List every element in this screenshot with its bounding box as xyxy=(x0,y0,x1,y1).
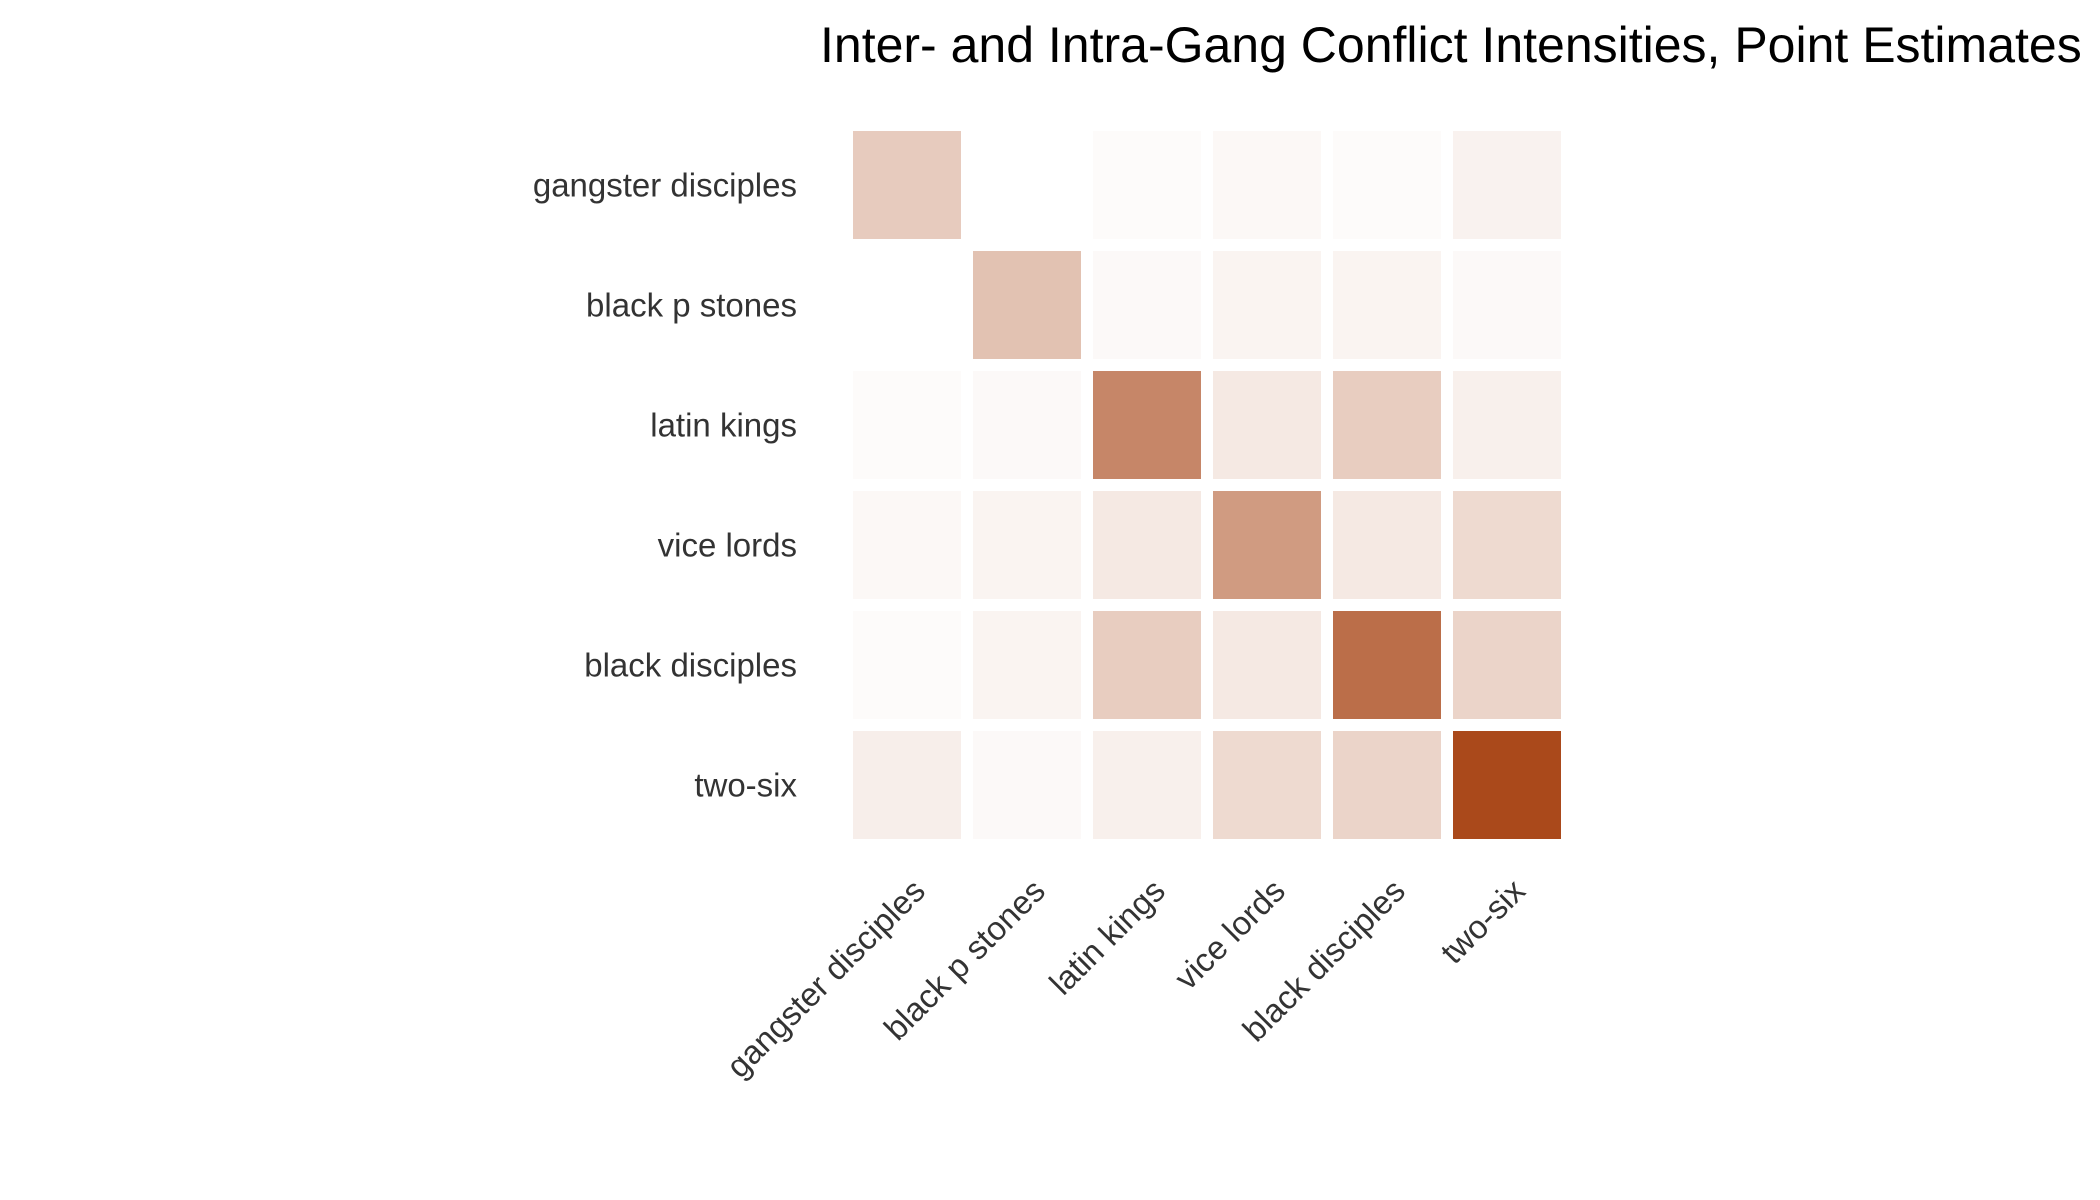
heatmap-cells xyxy=(853,131,1561,839)
heatmap-cell-gangster-disciples-x-gangster-disciples xyxy=(853,131,961,239)
y-tick-label-latin-kings: latin kings xyxy=(650,407,797,444)
heatmap-cell-two-six-x-vice-lords xyxy=(1213,731,1321,839)
heatmap-cell-latin-kings-x-gangster-disciples xyxy=(853,371,961,479)
x-tick-label-gangster-disciples: gangster disciples xyxy=(719,872,932,1085)
y-tick-label-two-six: two-six xyxy=(694,767,797,804)
heatmap-cell-vice-lords-x-gangster-disciples xyxy=(853,491,961,599)
heatmap-cell-black-p-stones-x-black-p-stones xyxy=(973,251,1081,359)
heatmap-cell-two-six-x-gangster-disciples xyxy=(853,731,961,839)
heatmap-cell-black-p-stones-x-black-disciples xyxy=(1333,251,1441,359)
x-tick-label-two-six: two-six xyxy=(1433,871,1532,970)
y-tick-label-black-p-stones: black p stones xyxy=(586,287,797,324)
heatmap-cell-vice-lords-x-latin-kings xyxy=(1093,491,1201,599)
heatmap-cell-two-six-x-latin-kings xyxy=(1093,731,1201,839)
heatmap-cell-gangster-disciples-x-latin-kings xyxy=(1093,131,1201,239)
heatmap-cell-black-disciples-x-black-disciples xyxy=(1333,611,1441,719)
y-tick-label-black-disciples: black disciples xyxy=(584,647,797,684)
heatmap-cell-two-six-x-black-disciples xyxy=(1333,731,1441,839)
heatmap-cell-gangster-disciples-x-vice-lords xyxy=(1213,131,1321,239)
x-tick-label-latin-kings: latin kings xyxy=(1042,872,1172,1002)
y-tick-label-gangster-disciples: gangster disciples xyxy=(533,167,797,204)
heatmap-cell-latin-kings-x-black-disciples xyxy=(1333,371,1441,479)
heatmap-cell-vice-lords-x-vice-lords xyxy=(1213,491,1321,599)
heatmap-cell-gangster-disciples-x-two-six xyxy=(1453,131,1561,239)
heatmap-cell-black-disciples-x-latin-kings xyxy=(1093,611,1201,719)
heatmap-cell-latin-kings-x-black-p-stones xyxy=(973,371,1081,479)
heatmap-cell-vice-lords-x-black-disciples xyxy=(1333,491,1441,599)
heatmap-cell-two-six-x-two-six xyxy=(1453,731,1561,839)
y-axis-tick-labels: gangster disciples black p stones latin ki… xyxy=(533,167,798,804)
heatmap-cell-gangster-disciples-x-black-disciples xyxy=(1333,131,1441,239)
heatmap-cell-black-p-stones-x-gangster-disciples xyxy=(853,251,961,359)
heatmap-cell-vice-lords-x-two-six xyxy=(1453,491,1561,599)
x-tick-label-vice-lords: vice lords xyxy=(1167,872,1292,997)
heatmap-cell-latin-kings-x-two-six xyxy=(1453,371,1561,479)
heatmap-cell-gangster-disciples-x-black-p-stones xyxy=(973,131,1081,239)
heatmap-cell-latin-kings-x-latin-kings xyxy=(1093,371,1201,479)
heatmap-cell-black-disciples-x-vice-lords xyxy=(1213,611,1321,719)
heatmap-cell-black-p-stones-x-vice-lords xyxy=(1213,251,1321,359)
heatmap-cell-black-p-stones-x-two-six xyxy=(1453,251,1561,359)
heatmap-cell-black-disciples-x-gangster-disciples xyxy=(853,611,961,719)
heatmap-cell-latin-kings-x-vice-lords xyxy=(1213,371,1321,479)
heatmap-cell-vice-lords-x-black-p-stones xyxy=(973,491,1081,599)
heatmap-cell-black-p-stones-x-latin-kings xyxy=(1093,251,1201,359)
y-tick-label-vice-lords: vice lords xyxy=(658,527,797,564)
heatmap-cell-two-six-x-black-p-stones xyxy=(973,731,1081,839)
heatmap-cell-black-disciples-x-two-six xyxy=(1453,611,1561,719)
chart-title: Inter- and Intra-Gang Conflict Intensiti… xyxy=(820,17,2082,73)
heatmap-cell-black-disciples-x-black-p-stones xyxy=(973,611,1081,719)
